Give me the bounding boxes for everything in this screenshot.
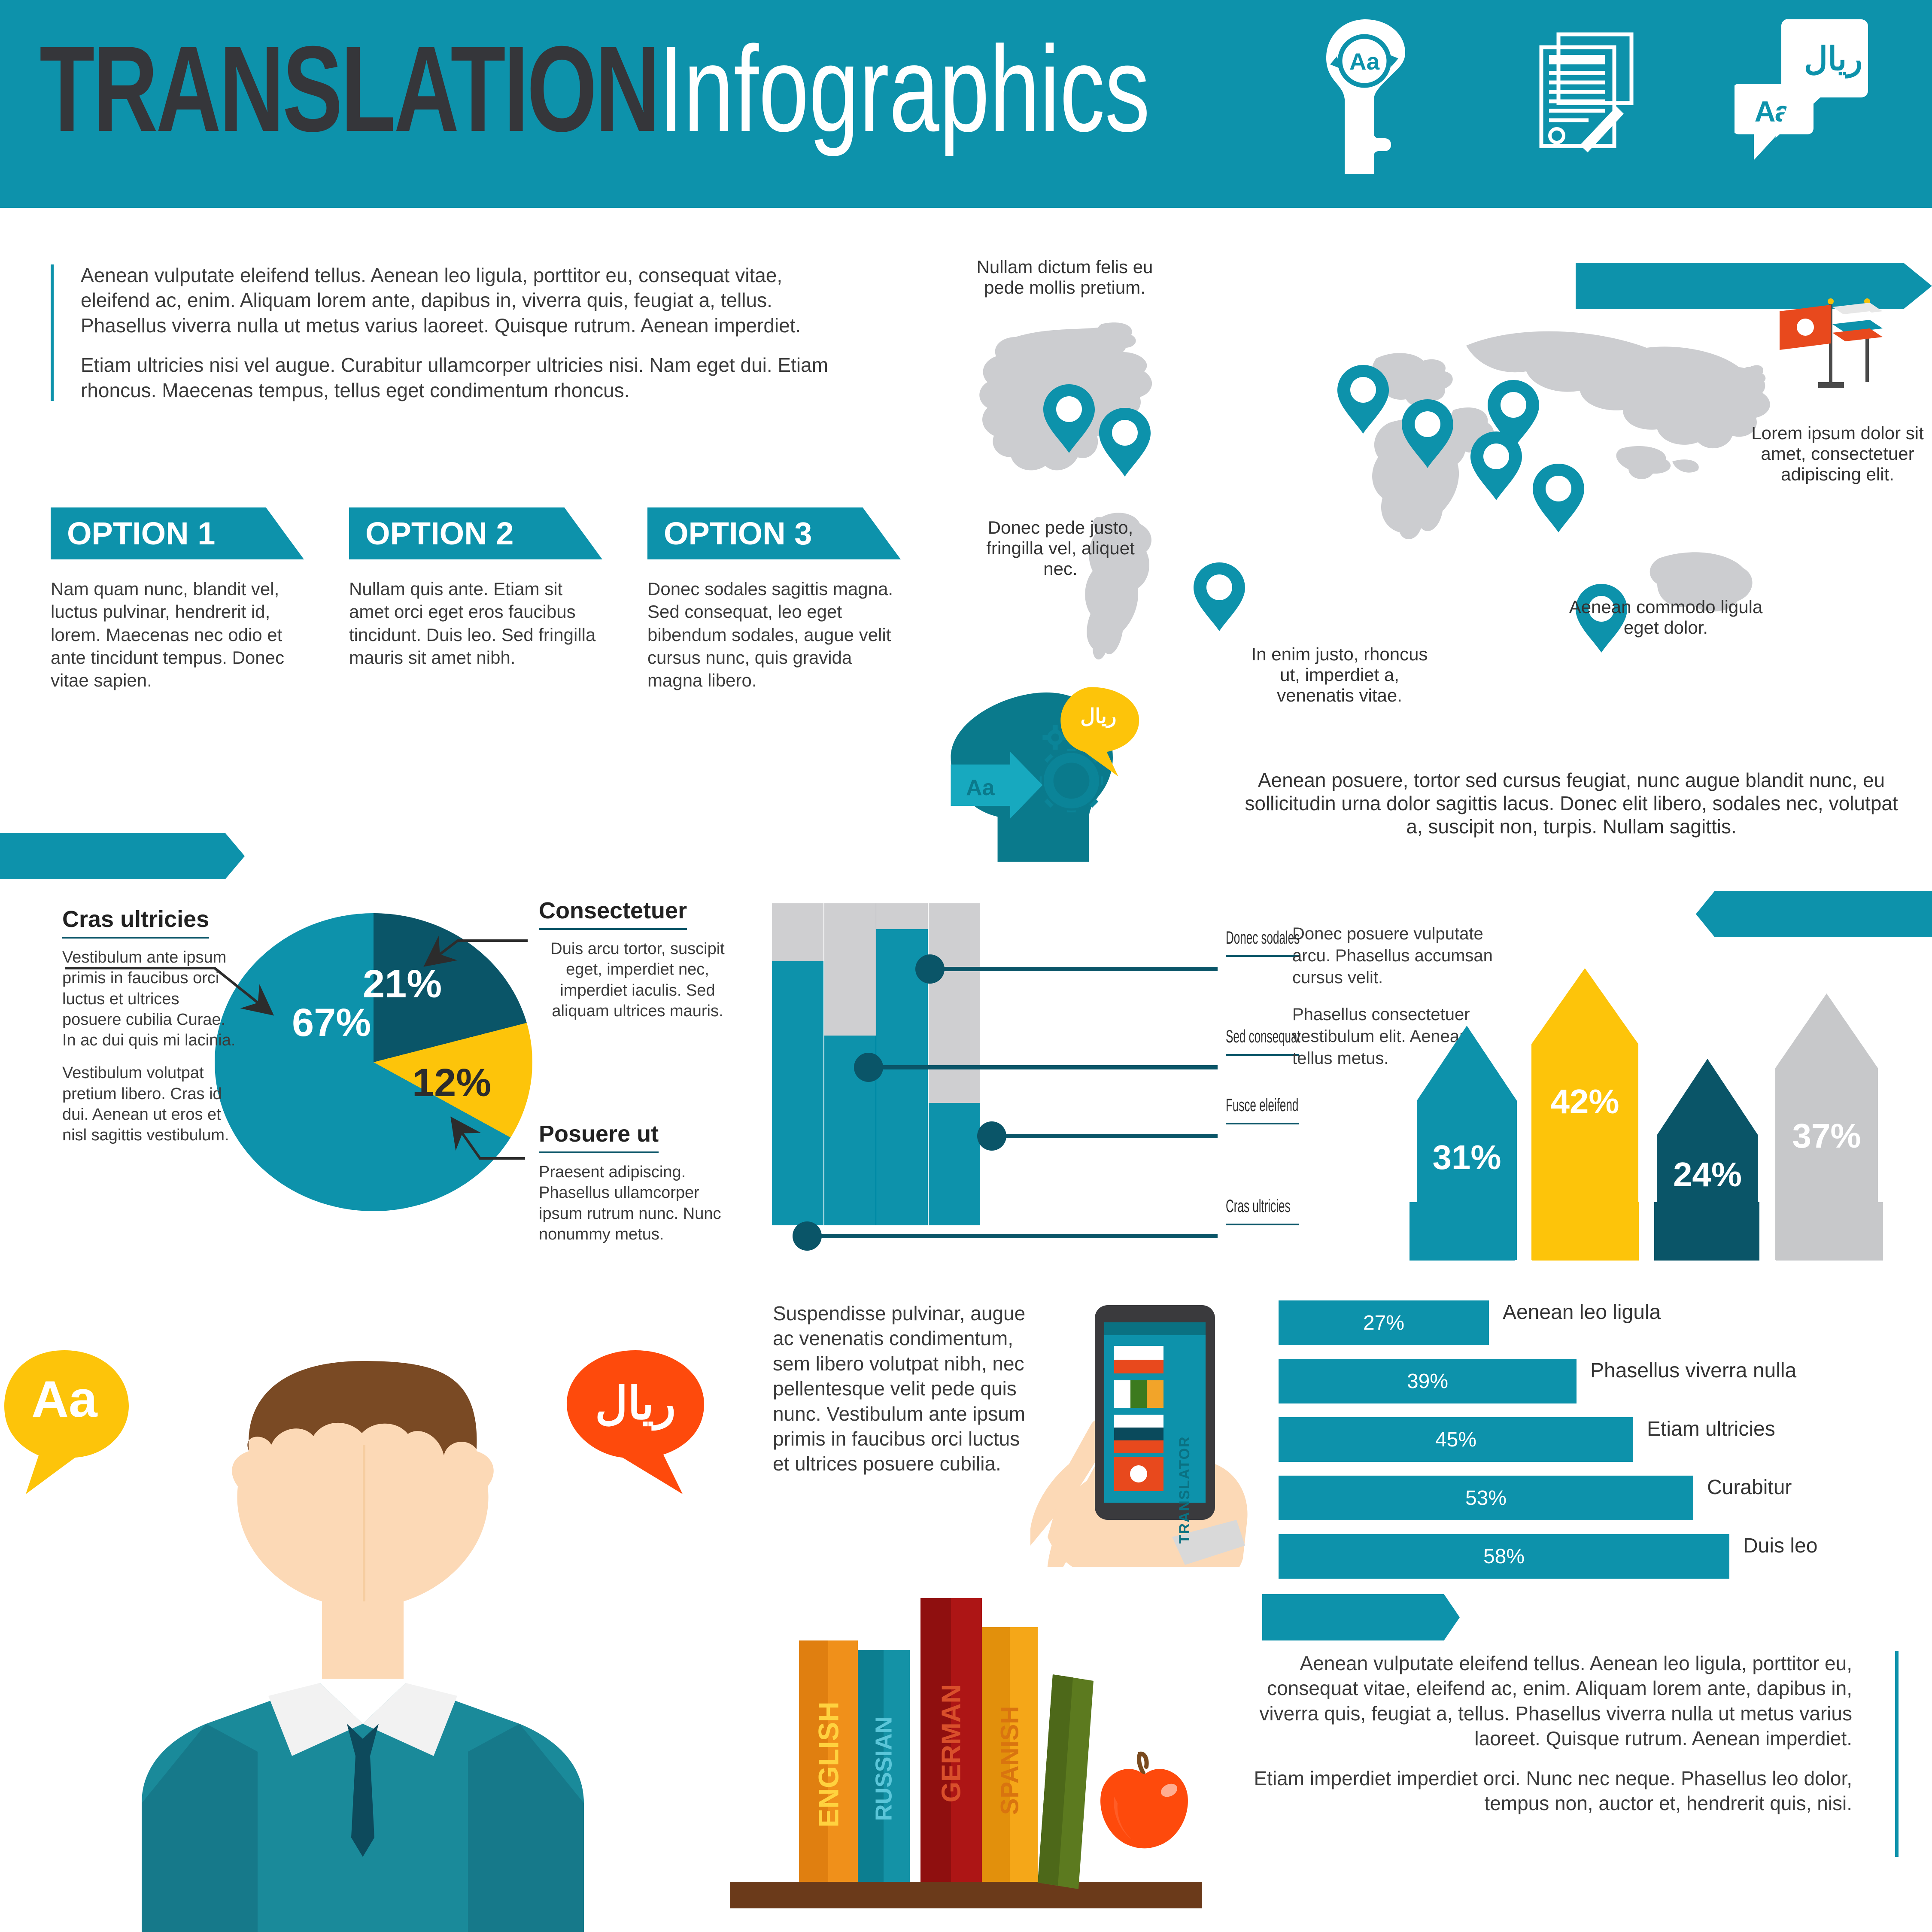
- svg-text:Aa: Aa: [31, 1370, 98, 1428]
- svg-text:ریال: ریال: [595, 1379, 676, 1431]
- svg-text:Aa: Aa: [1349, 48, 1380, 75]
- svg-text:Aa: Aa: [966, 775, 995, 800]
- svg-text:ریال: ریال: [1804, 41, 1862, 79]
- svg-text:ریال: ریال: [1080, 705, 1116, 729]
- svg-text:TRANSLATOR: TRANSLATOR: [1176, 1436, 1193, 1543]
